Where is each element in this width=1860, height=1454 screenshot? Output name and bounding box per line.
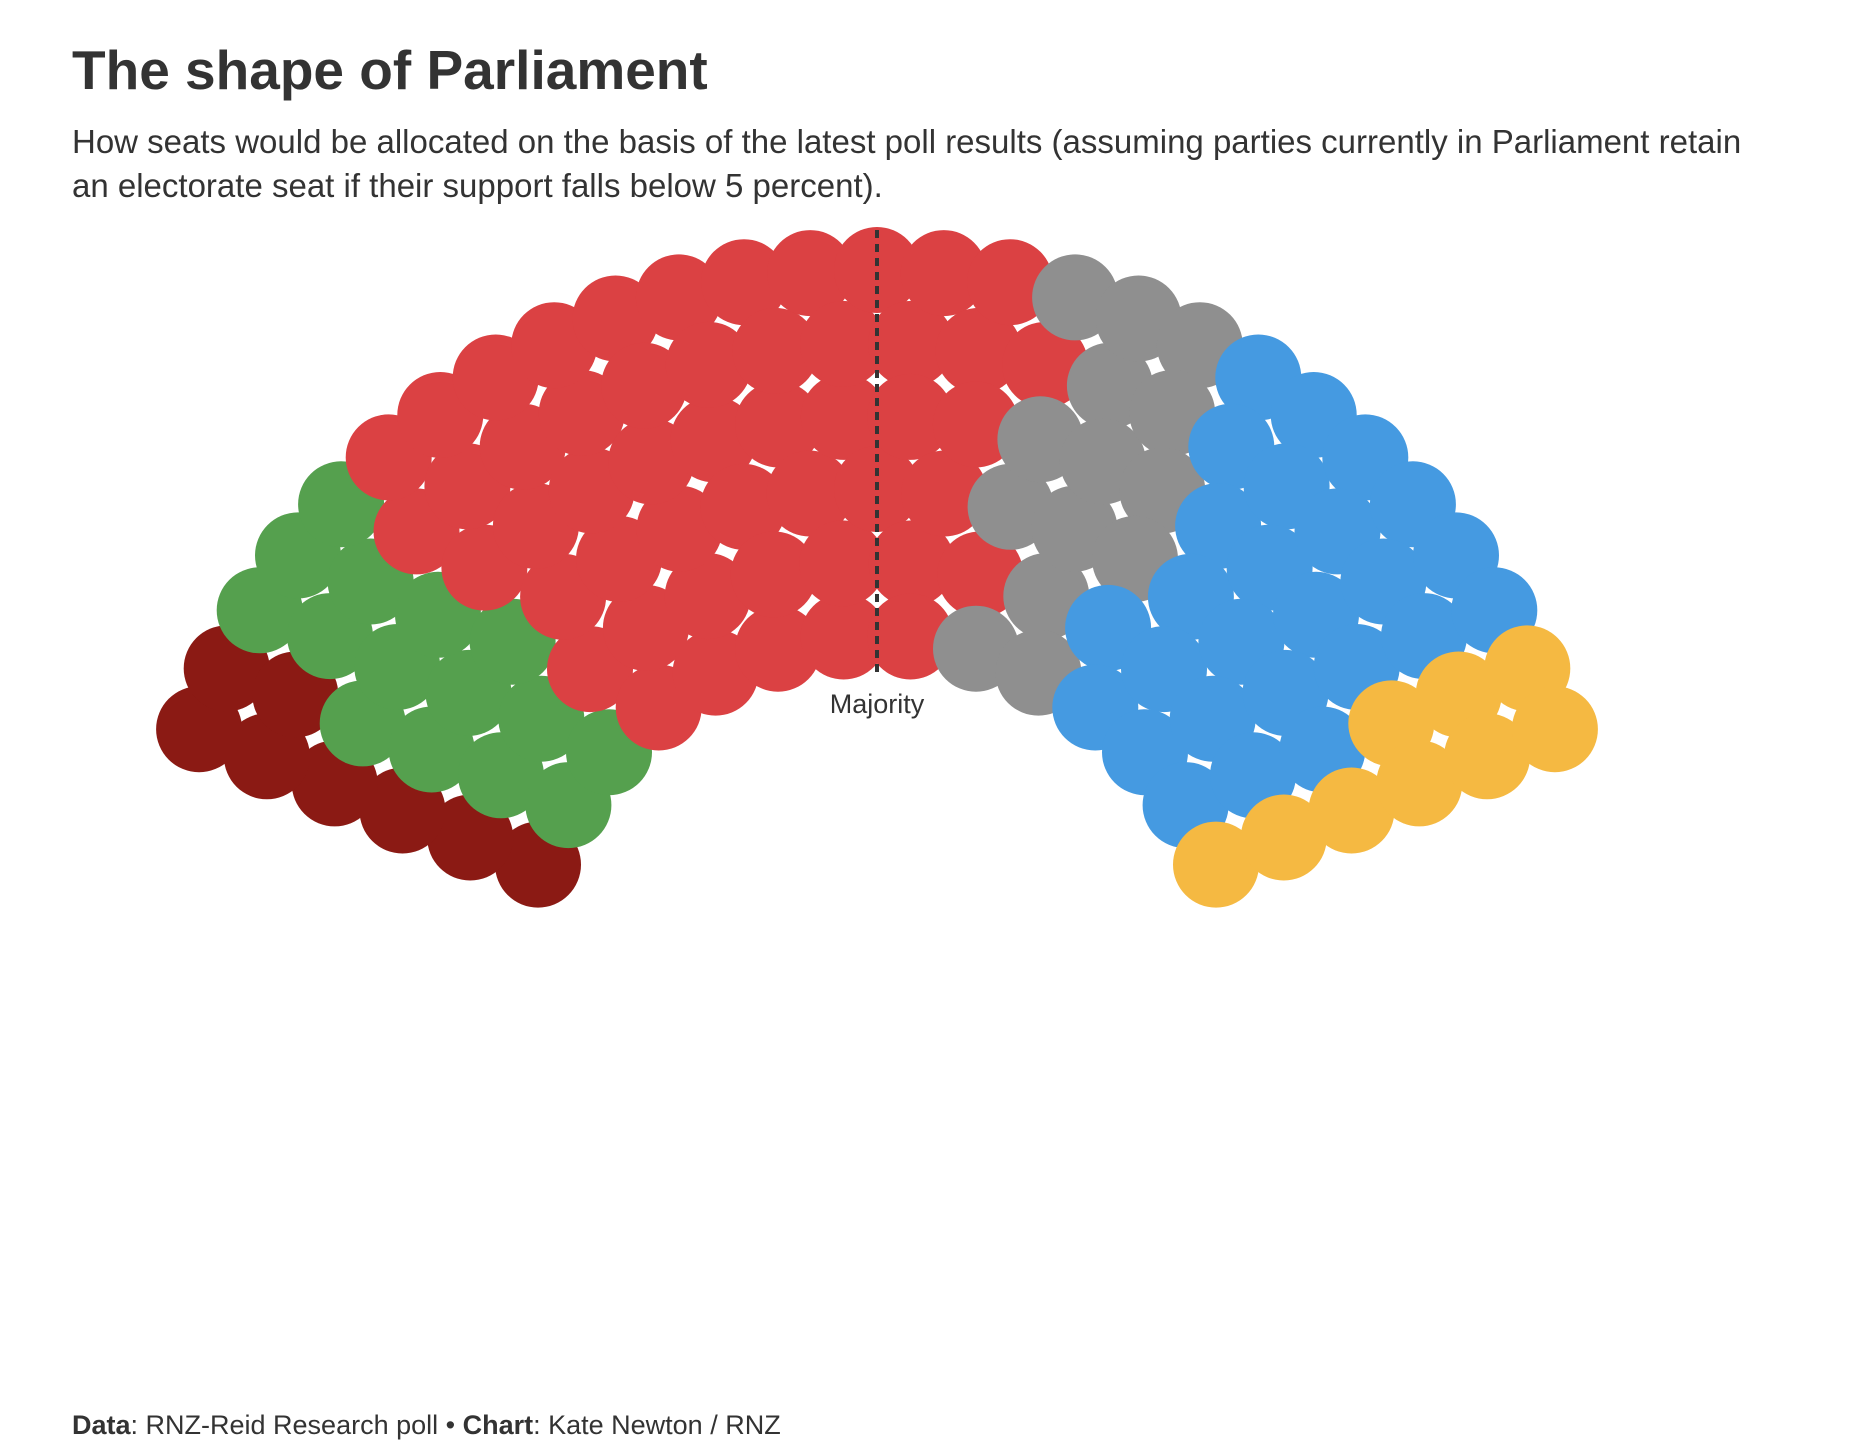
seat-dot	[635, 254, 722, 341]
seat-dot	[732, 307, 819, 394]
seat-dot	[867, 593, 954, 680]
seat-dot	[1173, 821, 1259, 908]
majority-label: Majority	[830, 689, 925, 719]
seat-dot	[700, 463, 787, 550]
seat-dot	[900, 230, 987, 317]
seat-dot	[800, 373, 887, 460]
seat-dot	[1308, 767, 1395, 854]
seat-dot	[1240, 794, 1327, 881]
seat-dot	[901, 450, 988, 537]
seat-dot	[601, 342, 688, 429]
seat-dot	[932, 381, 1019, 468]
seat-dot	[867, 373, 954, 460]
footer-chart-label: Chart	[462, 1410, 534, 1440]
seat-dot	[935, 307, 1022, 394]
seat-dot	[1376, 740, 1463, 827]
seat-dot	[670, 396, 757, 483]
seat-dot	[937, 531, 1024, 618]
seat-dot	[868, 300, 954, 387]
seat-dot	[665, 321, 752, 408]
seat-dot	[664, 553, 751, 640]
seat-dot	[735, 605, 821, 692]
chart-title: The shape of Parliament	[72, 39, 708, 101]
seat-dot	[800, 300, 886, 387]
footer-data-value: : RNZ-Reid Research poll •	[130, 1410, 463, 1440]
seat-dot	[1444, 713, 1531, 800]
seat-dot	[834, 227, 920, 313]
seat-dot	[799, 520, 886, 607]
seat-dot	[1511, 686, 1598, 773]
seat-dot	[1002, 321, 1089, 408]
seat-dot	[868, 520, 955, 607]
chart-subtitle: How seats would be allocated on the basi…	[72, 123, 1742, 204]
seat-dot	[767, 230, 854, 317]
footer-data-label: Data	[72, 1410, 131, 1440]
seat-dot	[730, 531, 817, 618]
footer-chart-value: : Kate Newton / RNZ	[533, 1410, 781, 1440]
seat-dot	[735, 381, 822, 468]
source-footer: Data: RNZ-Reid Research poll • Chart: Ka…	[72, 1410, 781, 1441]
seat-dot	[701, 239, 787, 326]
seat-dot	[766, 450, 853, 537]
seat-dot	[800, 593, 887, 680]
seat-dot	[967, 239, 1053, 326]
